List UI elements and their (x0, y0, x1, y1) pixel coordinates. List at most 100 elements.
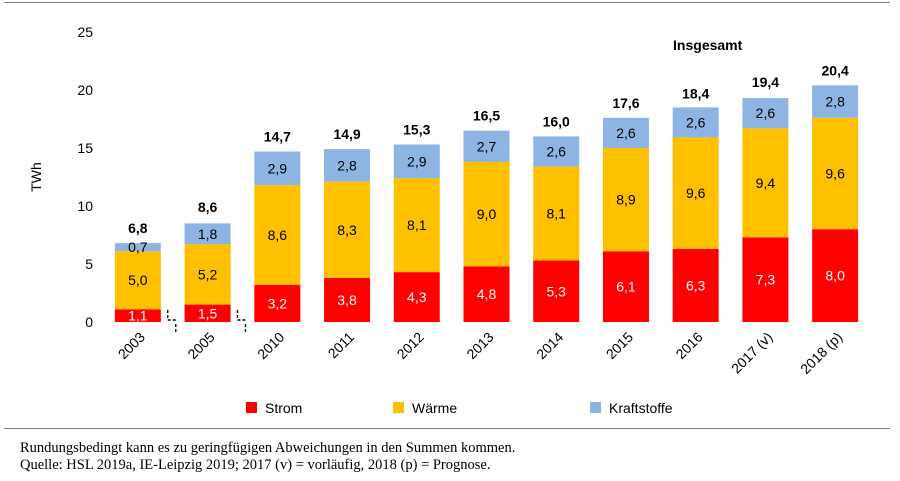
data-label: 3,8 (337, 292, 357, 308)
bar-segment-kraftstoffe (254, 151, 301, 186)
x-tick-label: 2016 (672, 329, 705, 362)
total-label: 16,5 (473, 108, 500, 124)
legend-swatch-wärme (393, 402, 404, 413)
top-rule (4, 2, 890, 3)
y-tick-label: 5 (85, 256, 93, 272)
bar-segment-strom (812, 229, 859, 322)
y-tick-label: 15 (77, 140, 93, 156)
bar-segment-wärme (393, 178, 440, 273)
bar-segment-wärme (672, 137, 719, 249)
data-label: 2,6 (546, 143, 566, 159)
source-note: Quelle: HSL 2019a, IE-Leipzig 2019; 2017… (20, 457, 491, 473)
y-tick-label: 0 (85, 314, 93, 330)
data-label: 9,0 (477, 206, 497, 222)
data-label: 2,7 (477, 138, 497, 154)
data-label: 9,4 (756, 175, 776, 191)
data-label: 8,1 (407, 217, 427, 233)
total-label: 6,8 (128, 220, 148, 236)
data-label: 5,3 (546, 283, 566, 299)
bar-segment-wärme (254, 185, 301, 285)
bar-segment-wärme (533, 166, 580, 261)
x-tick-label: 2012 (394, 329, 427, 362)
total-label: 19,4 (752, 74, 779, 90)
data-label: 7,3 (756, 272, 776, 288)
legend-label-wärme: Wärme (412, 400, 457, 416)
bar-segment-wärme (742, 128, 789, 238)
bar-segment-kraftstoffe (184, 223, 231, 245)
data-label: 6,1 (616, 279, 636, 295)
data-label: 2,9 (268, 160, 288, 176)
chart-frame: 0 5 10 15 20 25 TWh 1,1 5,0 0,7 6,8 2003 1,5 5,2 1,8 8,… (4, 2, 890, 429)
total-label: 14,7 (264, 128, 291, 144)
data-label: 5,2 (198, 266, 218, 282)
legend-swatch-kraftstoffe (590, 402, 601, 413)
bar-segment-kraftstoffe (812, 85, 859, 118)
legend-label-kraftstoffe: Kraftstoffe (609, 400, 673, 416)
data-label: 0,7 (128, 239, 148, 255)
bar-segment-strom (602, 251, 649, 322)
total-label: 14,9 (333, 126, 360, 142)
bar-segment-wärme (324, 181, 371, 278)
y-axis-label: TWh (28, 162, 44, 192)
data-label: 8,9 (616, 192, 636, 208)
x-tick-label: 2013 (463, 329, 496, 362)
totals-heading: Insgesamt (673, 37, 743, 53)
legend-swatch-strom (246, 402, 257, 413)
data-label: 6,3 (686, 277, 706, 293)
stacked-bar-chart: 0 5 10 15 20 25 TWh 1,1 5,0 0,7 6,8 2003 1,5 5,2 1,8 8,… (28, 24, 859, 416)
total-label: 15,3 (403, 122, 430, 138)
bar-segment-wärme (602, 148, 649, 252)
bar-segment-kraftstoffe (742, 98, 789, 129)
x-tick-label: 2017 (v) (728, 329, 776, 377)
bar-segment-wärme (184, 244, 231, 305)
x-tick-label: 2014 (533, 329, 566, 362)
data-label: 2,6 (686, 114, 706, 130)
y-tick-label: 20 (77, 82, 93, 98)
bottom-rule (4, 428, 890, 429)
x-tick-label: 2011 (325, 329, 358, 362)
total-label: 8,6 (198, 199, 218, 215)
data-label: 1,5 (198, 305, 218, 321)
data-label: 2,9 (407, 153, 427, 169)
total-label: 20,4 (822, 62, 849, 78)
data-label: 2,8 (337, 157, 357, 173)
data-label: 3,2 (268, 295, 288, 311)
x-tick-label: 2018 (p) (797, 329, 845, 377)
bar-segment-wärme (812, 117, 859, 230)
bar-segment-strom (672, 248, 719, 322)
bar-segment-kraftstoffe (463, 130, 510, 162)
bar-segment-kraftstoffe (114, 243, 161, 252)
data-label: 9,6 (686, 185, 706, 201)
axis-break-marker (236, 310, 247, 332)
data-label: 8,3 (337, 222, 357, 238)
bar-segment-kraftstoffe (672, 107, 719, 138)
data-label: 2,8 (825, 94, 845, 110)
data-label: 8,0 (825, 268, 845, 284)
y-tick-label: 10 (77, 198, 93, 214)
y-tick-label: 25 (77, 24, 93, 40)
data-label: 8,6 (268, 227, 288, 243)
total-label: 18,4 (682, 86, 709, 102)
chart-notes: Rundungsbedingt kann es zu geringfügigen… (20, 440, 880, 474)
x-tick-label: 2015 (603, 329, 636, 362)
data-label: 2,6 (756, 105, 776, 121)
bar-segment-kraftstoffe (533, 136, 580, 167)
data-label: 4,8 (477, 286, 497, 302)
x-tick-label: 2010 (254, 329, 287, 362)
data-label: 2,6 (616, 125, 636, 141)
bar-segment-strom (254, 284, 301, 322)
total-label: 16,0 (543, 113, 570, 129)
bar-segment-wärme (463, 161, 510, 267)
bar-segment-kraftstoffe (393, 144, 440, 179)
legend-label-strom: Strom (265, 400, 302, 416)
data-label: 1,1 (128, 308, 148, 324)
bar-segment-strom (463, 266, 510, 322)
bar-segment-strom (393, 272, 440, 322)
data-label: 5,0 (128, 272, 148, 288)
bar-segment-strom (324, 277, 371, 322)
bar-segment-strom (114, 309, 161, 322)
x-tick-label: 2003 (115, 329, 148, 362)
data-label: 4,3 (407, 289, 427, 305)
x-tick-label: 2005 (184, 329, 217, 362)
data-label: 1,8 (198, 226, 218, 242)
